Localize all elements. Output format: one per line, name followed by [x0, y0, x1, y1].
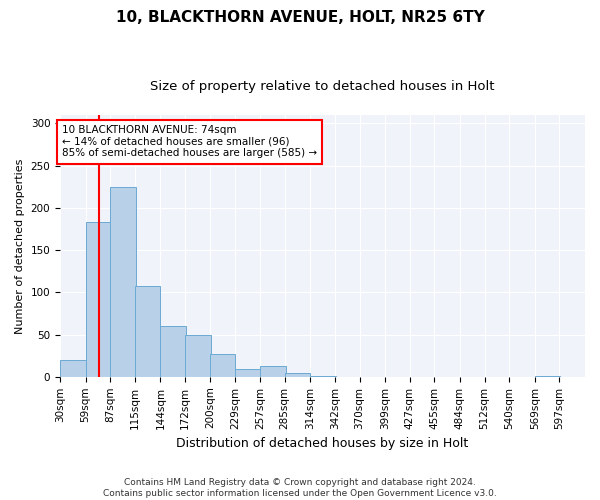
Bar	[185, 334, 211, 377]
Bar	[535, 376, 560, 377]
Bar	[60, 360, 86, 377]
Bar	[86, 222, 111, 377]
Bar	[260, 366, 286, 377]
Text: 10 BLACKTHORN AVENUE: 74sqm
← 14% of detached houses are smaller (96)
85% of sem: 10 BLACKTHORN AVENUE: 74sqm ← 14% of det…	[62, 125, 317, 158]
Bar	[135, 286, 160, 377]
Text: 10, BLACKTHORN AVENUE, HOLT, NR25 6TY: 10, BLACKTHORN AVENUE, HOLT, NR25 6TY	[116, 10, 484, 25]
Text: Contains HM Land Registry data © Crown copyright and database right 2024.
Contai: Contains HM Land Registry data © Crown c…	[103, 478, 497, 498]
Bar	[235, 369, 261, 377]
Bar	[210, 354, 235, 377]
Title: Size of property relative to detached houses in Holt: Size of property relative to detached ho…	[150, 80, 495, 93]
Bar	[284, 374, 310, 377]
Bar	[160, 326, 186, 377]
Y-axis label: Number of detached properties: Number of detached properties	[15, 158, 25, 334]
X-axis label: Distribution of detached houses by size in Holt: Distribution of detached houses by size …	[176, 437, 469, 450]
Bar	[310, 376, 336, 377]
Bar	[110, 187, 136, 377]
